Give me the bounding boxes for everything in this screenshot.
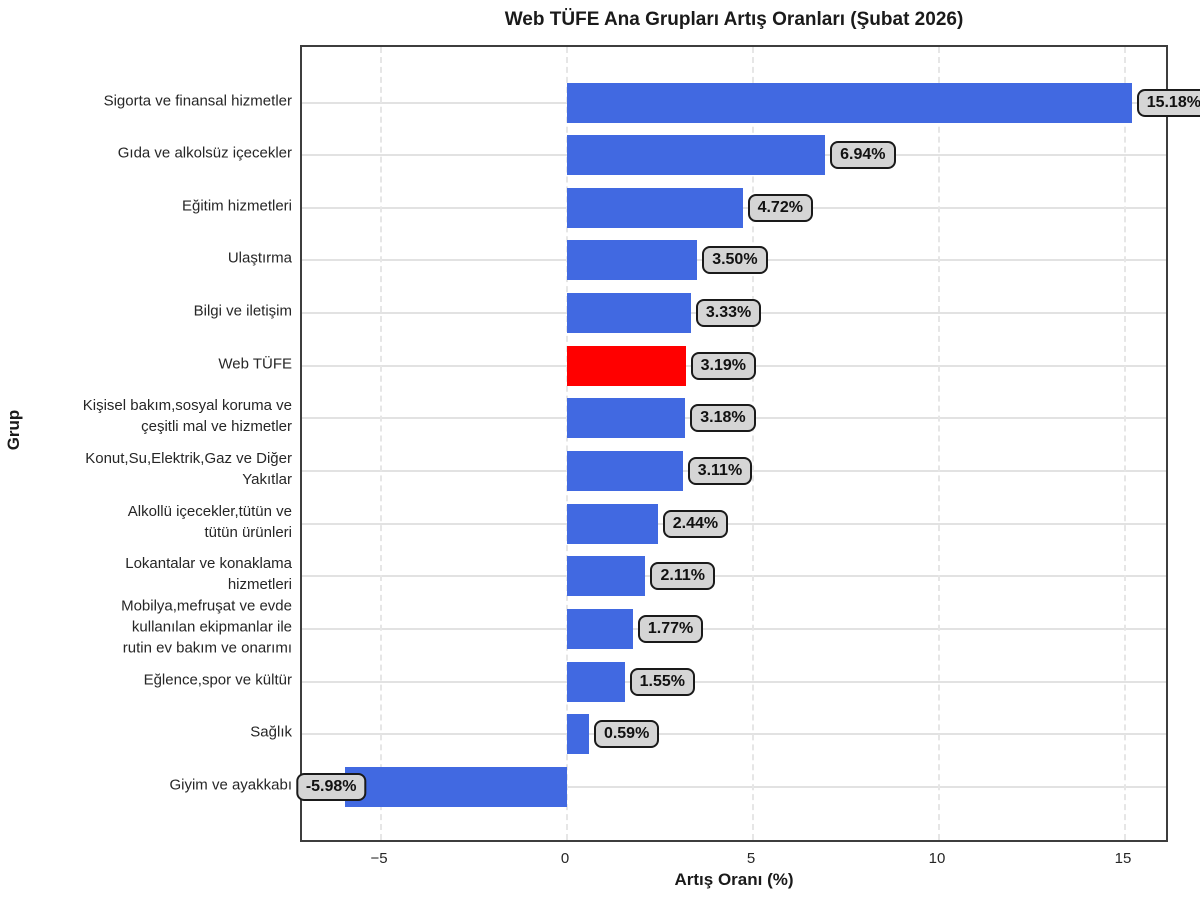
bar <box>567 240 698 281</box>
value-label: 6.94% <box>830 141 896 170</box>
gridline-horizontal <box>302 522 1166 525</box>
x-tick-label: −5 <box>370 850 388 867</box>
category-label-line: Gıda ve alkolsüz içecekler <box>117 144 292 162</box>
category-label: Gıda ve alkolsüz içecekler <box>118 143 292 164</box>
category-label: Ulaştırma <box>228 248 292 269</box>
value-label: 0.59% <box>593 720 660 749</box>
category-label: Sağlık <box>250 722 292 743</box>
x-tick-label: 5 <box>746 850 756 867</box>
y-axis-title: Grup <box>4 409 23 451</box>
value-label: 1.77% <box>637 615 704 643</box>
category-label: Eğlence,spor ve kültür <box>144 669 292 690</box>
gridline-horizontal <box>302 785 1166 788</box>
value-label: 3.11% <box>687 457 753 486</box>
category-label-line: tütün ürünleri <box>204 523 292 541</box>
bar <box>567 661 625 702</box>
category-label-line: Kişisel bakım,sosyal koruma ve <box>82 397 292 415</box>
value-label: 3.50% <box>702 246 768 275</box>
category-label: Bilgi ve iletişim <box>194 301 292 322</box>
bar <box>567 556 646 597</box>
chart-title: Web TÜFE Ana Grupları Artış Oranları (Şu… <box>504 9 964 30</box>
value-label: 1.55% <box>629 667 696 696</box>
gridline-horizontal <box>302 733 1166 736</box>
x-tick-label: 0 <box>560 850 570 867</box>
category-label-line: Web TÜFE <box>218 355 292 373</box>
category-label-line: Sigorta ve finansal hizmetler <box>103 92 292 109</box>
bar <box>567 609 633 649</box>
x-tick-label: 15 <box>1114 850 1132 867</box>
category-label: Alkollü içecekler,tütün ve tütün ürünleri <box>128 501 292 543</box>
value-label: 3.33% <box>695 299 762 328</box>
bar <box>567 293 691 334</box>
category-label-line: Sağlık <box>250 723 292 741</box>
bar <box>567 345 686 386</box>
category-label: Sigorta ve finansal hizmetler <box>104 90 292 111</box>
category-label: Web TÜFE <box>218 353 292 374</box>
category-label-line: hizmetleri <box>227 576 292 594</box>
category-label-line: Eğlence,spor ve kültür <box>143 671 292 689</box>
category-label-line: Giyim ve ayakkabı <box>169 776 292 794</box>
category-label-line: Alkollü içecekler,tütün ve <box>127 502 292 520</box>
category-label-line: Ulaştırma <box>227 249 292 267</box>
category-label-line: Lokantalar ve konaklama <box>125 555 292 573</box>
gridline-horizontal <box>302 628 1166 630</box>
value-label: 3.19% <box>690 351 757 380</box>
category-label-line: Bilgi ve iletişim <box>193 302 292 320</box>
bar <box>567 82 1132 123</box>
category-label-line: Yakıtlar <box>242 471 292 489</box>
bar <box>344 766 567 807</box>
bar <box>567 451 683 492</box>
category-label-line: Eğitim hizmetleri <box>181 197 292 215</box>
category-label: Eğitim hizmetleri <box>182 195 292 216</box>
bar <box>567 503 658 544</box>
category-label-line: Konut,Su,Elektrik,Gaz ve Diğer <box>85 450 292 468</box>
category-label: Lokantalar ve konaklama hizmetleri <box>125 553 292 595</box>
value-label: 2.44% <box>662 509 729 538</box>
gridline-vertical <box>752 47 754 840</box>
category-label: Kişisel bakım,sosyal koruma ve çeşitli ma… <box>83 395 292 437</box>
value-label: 3.18% <box>690 404 756 433</box>
gridline-horizontal <box>302 680 1166 683</box>
value-label: 15.18% <box>1136 88 1200 117</box>
gridline-horizontal <box>302 575 1166 578</box>
category-label: Giyim ve ayakkabı <box>169 774 292 795</box>
category-label-line: Mobilya,mefruşat ve evde <box>121 597 292 615</box>
category-label: Konut,Su,Elektrik,Gaz ve Diğer Yakıtlar <box>85 448 292 490</box>
category-label-line: kullanılan ekipmanlar ile <box>131 618 292 636</box>
gridline-vertical <box>938 47 940 840</box>
bar <box>567 135 826 176</box>
category-label-line: rutin ev bakım ve onarımı <box>122 639 292 657</box>
bar <box>567 398 686 439</box>
category-label: Mobilya,mefruşat ve evde kullanılan ekipm… <box>121 596 292 659</box>
plot-area: 15.18% 6.94% 4.72% 3.50% 3.33% 3.19% 3.18% 3.11… <box>295 45 1200 842</box>
gridline-vertical <box>1124 47 1126 840</box>
bar <box>567 187 743 228</box>
x-tick-label: 10 <box>928 850 946 867</box>
value-label: 2.11% <box>650 562 715 591</box>
gridline-vertical <box>566 47 568 840</box>
value-label: 4.72% <box>747 193 813 222</box>
gridline-vertical <box>380 47 382 840</box>
category-label-line: çeşitli mal ve hizmetler <box>141 418 292 436</box>
bar <box>567 714 589 755</box>
x-axis-title: Artış Oranı (%) <box>674 870 794 889</box>
value-label: -5.98% <box>295 772 367 801</box>
